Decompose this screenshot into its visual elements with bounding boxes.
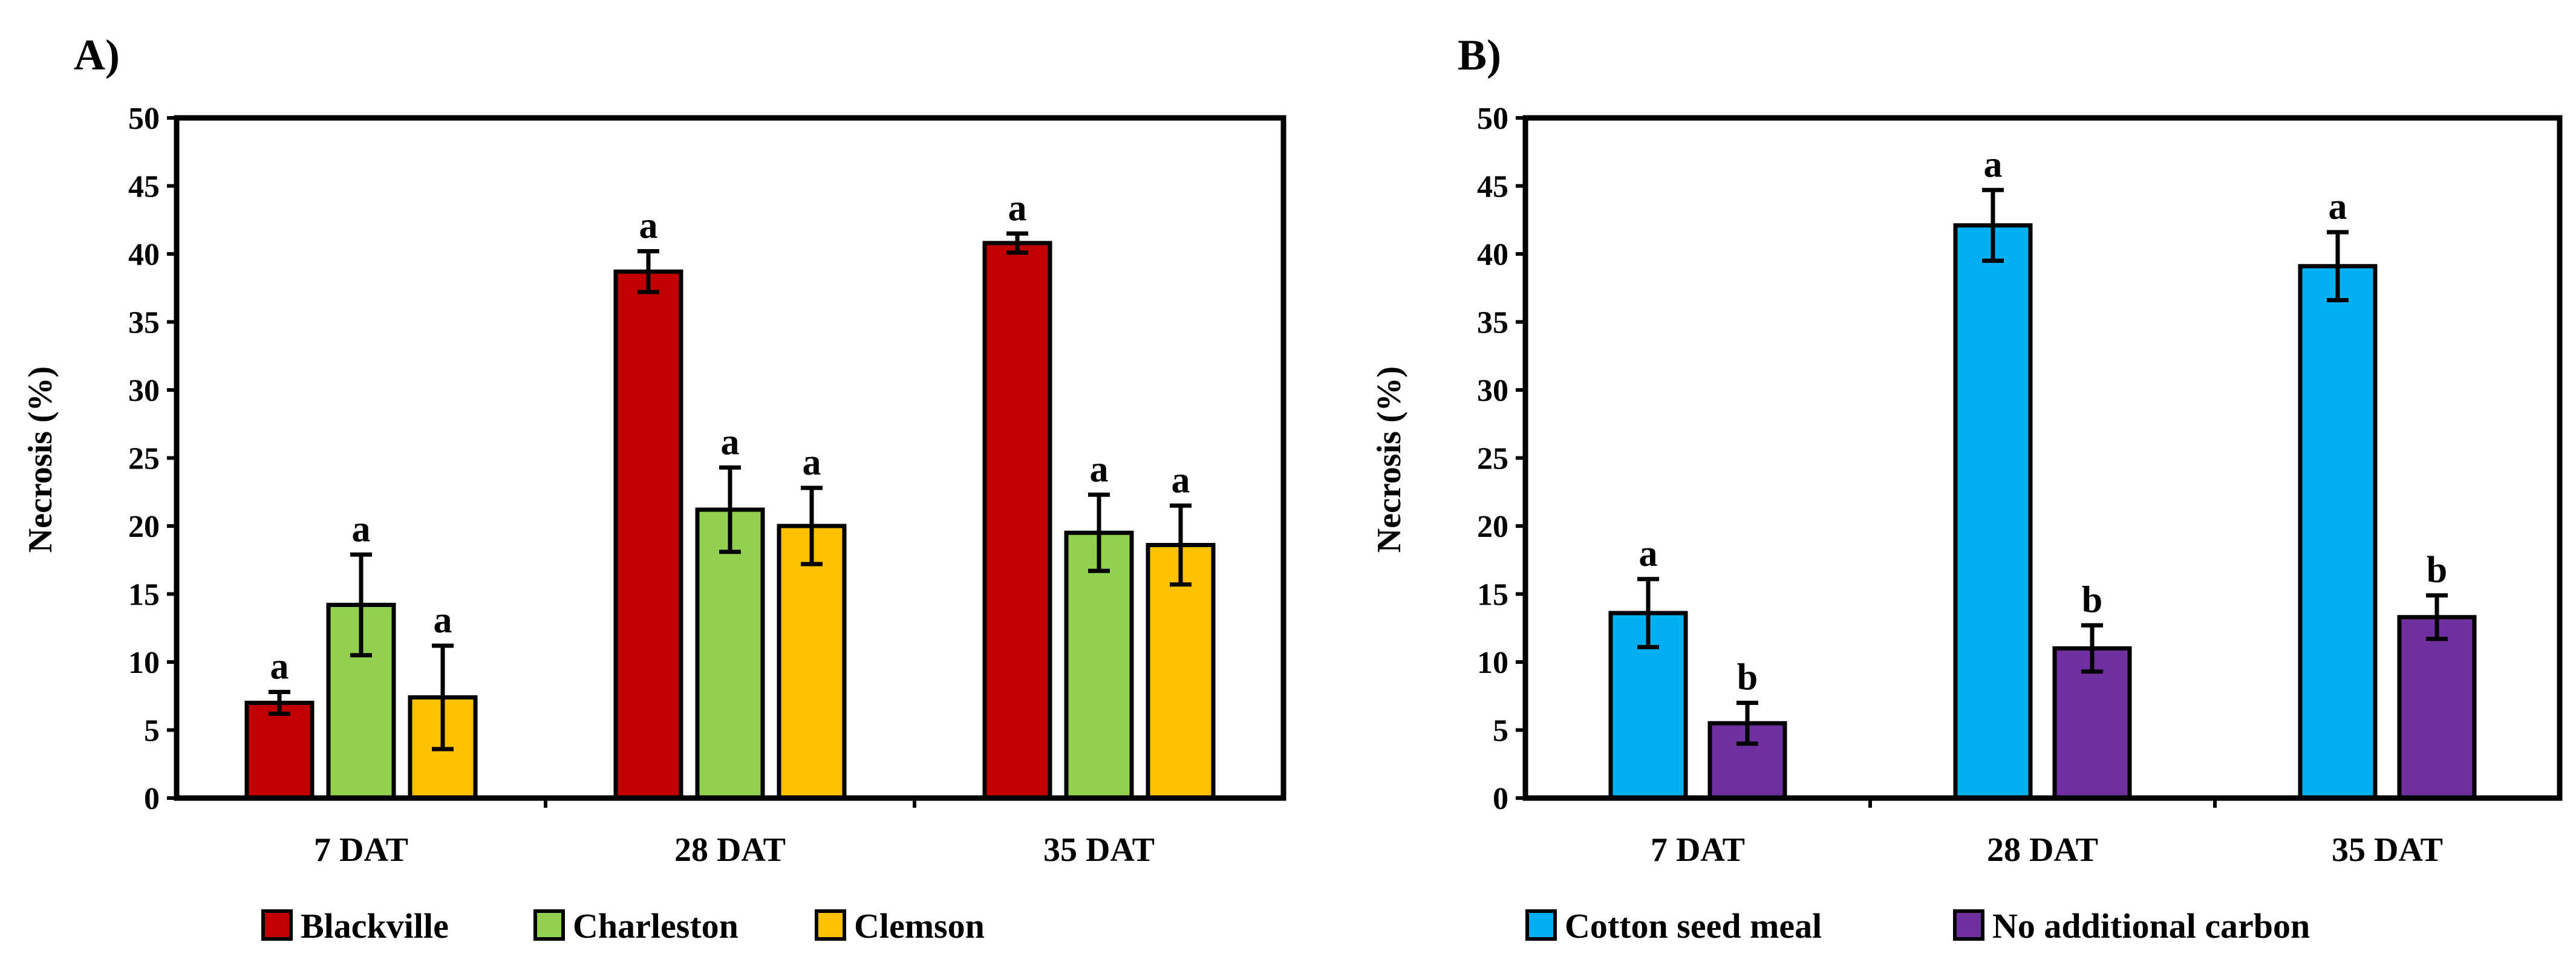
- error-bar: [1736, 701, 1758, 746]
- x-tick-label: 35 DAT: [1043, 831, 1155, 869]
- significance-letter: b: [2427, 550, 2447, 591]
- y-tick-label: 20: [128, 510, 160, 544]
- y-tick-label: 25: [1477, 442, 1508, 476]
- bar-cotton-seed-meal-1: [1953, 223, 2033, 800]
- x-tick-label: 28 DAT: [1987, 831, 2098, 869]
- panel-a-plot-frame: [174, 115, 1286, 801]
- legend-label: Charleston: [573, 906, 739, 946]
- x-tick-label: 7 DAT: [1651, 831, 1745, 869]
- legend-label: Clemson: [854, 906, 985, 946]
- y-tick-label: 40: [128, 238, 160, 272]
- y-tick-label: 5: [1493, 714, 1508, 748]
- y-tick-label: 30: [128, 374, 160, 408]
- y-tick-label: 25: [128, 442, 160, 476]
- y-tick-label: 5: [144, 714, 160, 748]
- significance-letter: a: [1984, 144, 2003, 185]
- y-tick-label: 50: [1477, 102, 1508, 136]
- bar-blackville-0: [244, 701, 315, 800]
- y-tick-label: 0: [144, 782, 160, 816]
- significance-letter: a: [270, 646, 289, 687]
- significance-letter: a: [1639, 533, 1658, 574]
- significance-letter: a: [1008, 187, 1027, 229]
- error-bar: [432, 643, 454, 752]
- panel-b-x-ticks: 7 DAT 28 DAT 35 DAT: [1651, 798, 2443, 869]
- panel-b-legend: Cotton seed meal No additional carbon: [1525, 906, 2310, 946]
- significance-letter: b: [2082, 579, 2102, 620]
- legend-label: Cotton seed meal: [1565, 906, 1822, 946]
- significance-letter: a: [721, 421, 740, 463]
- panel-a-y-axis-label: Necrosis (%): [22, 366, 59, 553]
- y-tick-label: 15: [1477, 578, 1508, 612]
- error-bar: [350, 552, 372, 658]
- error-bar: [801, 485, 823, 567]
- panel-b-label: B): [1458, 31, 1501, 79]
- y-tick-label: 10: [128, 646, 160, 680]
- y-tick-label: 45: [1477, 170, 1508, 204]
- y-tick-label: 35: [128, 306, 160, 340]
- y-tick-label: 15: [128, 578, 160, 612]
- panel-a-y-ticks: 0 5 10 15 20 25 30 35 40 45 50: [128, 102, 177, 816]
- panel-b-bars: a a a b b b: [1608, 144, 2477, 800]
- significance-letter: a: [352, 508, 371, 550]
- panel-a-label: A): [74, 31, 120, 79]
- significance-letter: a: [1172, 459, 1190, 501]
- error-bar: [1088, 492, 1110, 573]
- y-tick-label: 35: [1477, 306, 1508, 340]
- error-bar: [2426, 593, 2448, 641]
- error-bar: [1637, 577, 1659, 649]
- panel-b-y-axis-label: Necrosis (%): [1371, 366, 1408, 553]
- legend-swatch: [533, 909, 565, 941]
- y-tick-label: 50: [128, 102, 160, 136]
- legend-swatch: [1525, 909, 1557, 941]
- significance-letter: a: [434, 600, 452, 641]
- bar-no-additional-carbon-0: [1707, 721, 1787, 800]
- significance-letter: a: [1090, 449, 1109, 490]
- bar-blackville-2: [982, 241, 1052, 800]
- error-bar: [637, 249, 659, 294]
- bar-cotton-seed-meal-2: [2298, 264, 2378, 800]
- x-tick-label: 28 DAT: [674, 831, 786, 869]
- error-bar: [719, 465, 741, 554]
- y-tick-label: 10: [1477, 646, 1508, 680]
- error-bar: [2327, 230, 2349, 302]
- y-tick-label: 0: [1493, 782, 1508, 816]
- y-tick-label: 45: [128, 170, 160, 204]
- error-bar: [1006, 231, 1028, 255]
- significance-letter: a: [803, 442, 821, 483]
- legend-swatch: [815, 909, 846, 941]
- bar-blackville-1: [613, 269, 683, 800]
- legend-label: No additional carbon: [1992, 906, 2310, 946]
- legend-swatch: [1953, 909, 1984, 941]
- panel-a-x-ticks: 7 DAT 28 DAT 35 DAT: [314, 798, 1155, 869]
- panel-b-plot-frame: [1522, 115, 2563, 801]
- y-tick-label: 30: [1477, 374, 1508, 408]
- significance-letter: b: [1737, 657, 1758, 698]
- panel-a-bars: a a a a a a a a a: [244, 187, 1216, 800]
- error-bar: [269, 690, 290, 716]
- error-bar: [1982, 187, 2004, 263]
- bar-no-additional-carbon-2: [2397, 615, 2477, 800]
- error-bar: [1170, 503, 1192, 587]
- bar-clemson-1: [777, 524, 847, 800]
- y-tick-label: 40: [1477, 238, 1508, 272]
- significance-letter: a: [639, 206, 658, 247]
- panel-b-y-ticks: 0 5 10 15 20 25 30 35 40 45 50: [1477, 102, 1525, 816]
- x-tick-label: 35 DAT: [2332, 831, 2443, 869]
- panel-a-legend: Blackville Charleston Clemson: [261, 906, 985, 946]
- error-bar: [2081, 623, 2103, 674]
- x-tick-label: 7 DAT: [314, 831, 408, 869]
- significance-letter: a: [2329, 186, 2347, 227]
- legend-swatch: [261, 909, 293, 941]
- bar-charleston-1: [695, 507, 765, 800]
- legend-label: Blackville: [301, 906, 449, 946]
- y-tick-label: 20: [1477, 510, 1508, 544]
